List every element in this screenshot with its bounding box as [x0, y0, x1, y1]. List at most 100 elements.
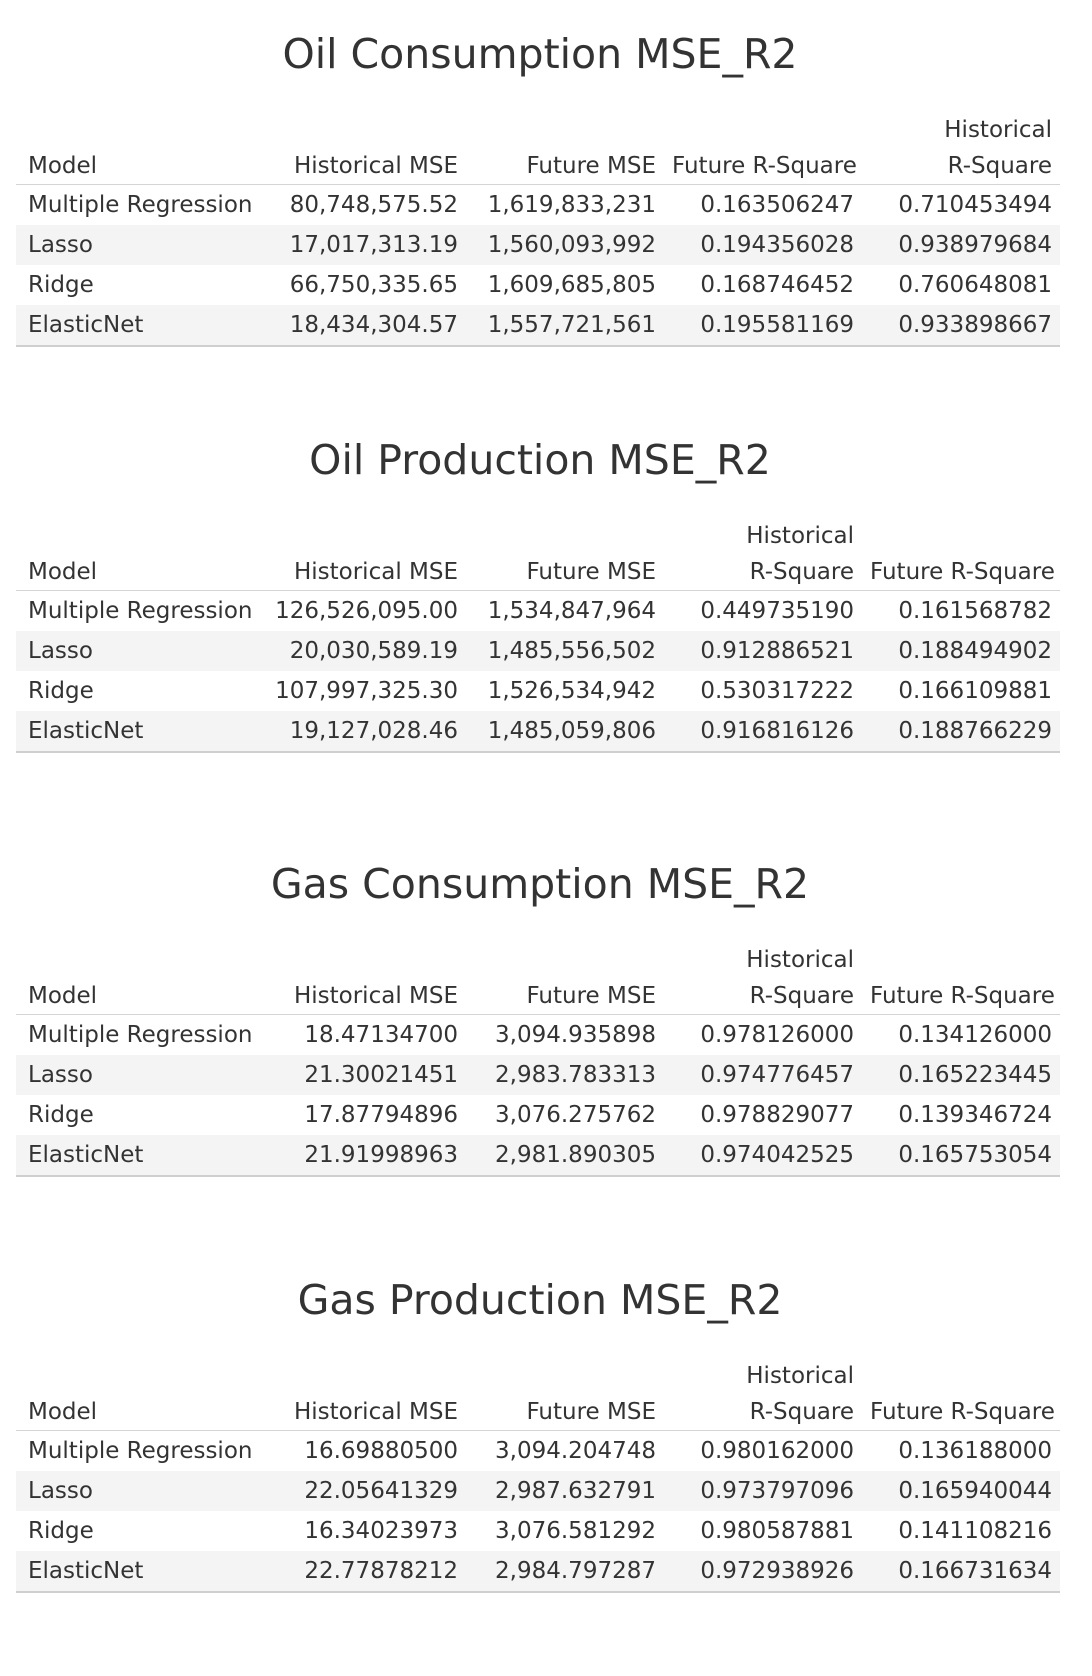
value-cell-future-r-square: 0.188494902 [862, 631, 1060, 671]
table-row: Multiple Regression 18.47134700 3,094.9358… [16, 1015, 1060, 1056]
table-title: Gas Production MSE_R2 [297, 1276, 783, 1324]
column-header-future-mse: Future MSE [466, 518, 664, 591]
value-cell-historical-r-square: 0.933898667 [862, 305, 1060, 347]
value-cell-historical-r-square: 0.938979684 [862, 225, 1060, 265]
column-header-model: Model [16, 112, 256, 185]
value-cell-historical-r-square: 0.449735190 [700, 598, 854, 624]
value-cell-historical-mse: 22.05641329 [256, 1471, 466, 1511]
table-row: Multiple Regression 16.69880500 3,094.2047… [16, 1431, 1060, 1472]
model-name-cell: Lasso [16, 225, 256, 265]
column-header-model: Model [16, 518, 256, 591]
value-cell-historical-r-square: 0.980162000 [700, 1438, 854, 1464]
value-cell-future-mse: 1,609,685,805 [487, 272, 656, 298]
header-row: Model Historical MSE Future MSE Historical R… [16, 1358, 1060, 1431]
table-row: Lasso 21.30021451 2,983.783313 0.974776457 0… [16, 1055, 1060, 1095]
metrics-table: Model Historical MSE Future MSE Historical R… [16, 1358, 1060, 1593]
value-cell-future-mse: 3,094.204748 [495, 1438, 656, 1464]
model-name-cell: Multiple Regression [28, 598, 253, 624]
value-cell-future-mse: 2,987.632791 [466, 1471, 664, 1511]
value-cell-historical-r-square: 0.912886521 [664, 631, 862, 671]
metrics-table: Model Historical MSE Future MSE Historical R… [16, 518, 1060, 753]
model-name-cell: Lasso [16, 1055, 256, 1095]
value-cell-future-r-square: 0.136188000 [898, 1438, 1052, 1464]
table-row: Ridge 16.34023973 3,076.581292 0.980587881 0… [16, 1511, 1060, 1551]
value-cell-historical-mse: 18,434,304.57 [256, 305, 466, 347]
value-cell-historical-mse: 66,750,335.65 [289, 272, 458, 298]
value-cell-historical-mse: 80,748,575.52 [289, 192, 458, 218]
table-row: Lasso 22.05641329 2,987.632791 0.973797096 0… [16, 1471, 1060, 1511]
value-cell-future-r-square: 0.168746452 [700, 272, 854, 298]
value-cell-future-r-square: 0.161568782 [898, 598, 1052, 624]
value-cell-historical-r-square: 0.760648081 [898, 272, 1052, 298]
column-header-future-mse: Future MSE [466, 942, 664, 1015]
value-cell-historical-r-square: 0.973797096 [664, 1471, 862, 1511]
table-row: Ridge 17.87794896 3,076.275762 0.978829077 0… [16, 1095, 1060, 1135]
table-title: Gas Consumption MSE_R2 [270, 860, 810, 908]
column-header-historical-mse: Historical MSE [256, 112, 466, 185]
value-cell-future-mse: 1,534,847,964 [487, 598, 656, 624]
value-cell-future-r-square: 0.166109881 [898, 678, 1052, 704]
value-cell-future-mse: 3,076.581292 [495, 1518, 656, 1544]
table-row: ElasticNet 18,434,304.57 1,557,721,561 0.19… [16, 305, 1060, 347]
model-name-cell: Lasso [16, 631, 256, 671]
column-header-future-r-square: Future R-Square [862, 518, 1060, 591]
model-name-cell: Multiple Regression [28, 1022, 253, 1048]
value-cell-future-mse: 1,485,059,806 [466, 711, 664, 753]
table-row: Lasso 17,017,313.19 1,560,093,992 0.1943560… [16, 225, 1060, 265]
value-cell-future-mse: 2,983.783313 [466, 1055, 664, 1095]
value-cell-historical-mse: 21.30021451 [256, 1055, 466, 1095]
model-name-cell: ElasticNet [16, 305, 256, 347]
value-cell-future-mse: 1,560,093,992 [466, 225, 664, 265]
model-name-cell: Multiple Regression [28, 1438, 253, 1464]
value-cell-future-mse: 1,526,534,942 [487, 678, 656, 704]
value-cell-future-mse: 2,984.797287 [466, 1551, 664, 1593]
table-row: ElasticNet 22.77878212 2,984.797287 0.97293… [16, 1551, 1060, 1593]
table-row: ElasticNet 21.91998963 2,981.890305 0.97404… [16, 1135, 1060, 1177]
column-header-future-mse: Future MSE [466, 112, 664, 185]
model-name-cell: Ridge [28, 272, 94, 298]
value-cell-future-r-square: 0.139346724 [898, 1102, 1052, 1128]
column-header-historical-r-square: Historical R-Square [664, 942, 862, 1015]
table-row: Multiple Regression 126,526,095.00 1,534,8… [16, 591, 1060, 632]
value-cell-historical-r-square: 0.916816126 [664, 711, 862, 753]
column-header-model: Model [16, 1358, 256, 1431]
value-cell-historical-r-square: 0.972938926 [664, 1551, 862, 1593]
column-header-future-r-square: Future R-Square [664, 112, 862, 185]
value-cell-future-mse: 2,981.890305 [466, 1135, 664, 1177]
value-cell-historical-r-square: 0.978126000 [700, 1022, 854, 1048]
model-name-cell: Ridge [28, 1102, 94, 1128]
value-cell-future-r-square: 0.165753054 [862, 1135, 1060, 1177]
model-name-cell: ElasticNet [16, 711, 256, 753]
value-cell-future-mse: 3,094.935898 [495, 1022, 656, 1048]
table-row: Lasso 20,030,589.19 1,485,556,502 0.9128865… [16, 631, 1060, 671]
value-cell-historical-r-square: 0.974042525 [664, 1135, 862, 1177]
value-cell-historical-r-square: 0.978829077 [700, 1102, 854, 1128]
table-row: ElasticNet 19,127,028.46 1,485,059,806 0.91… [16, 711, 1060, 753]
header-row: Model Historical MSE Future MSE Future R-Sq… [16, 112, 1060, 185]
value-cell-future-r-square: 0.195581169 [664, 305, 862, 347]
value-cell-historical-r-square: 0.974776457 [664, 1055, 862, 1095]
value-cell-historical-mse: 17.87794896 [304, 1102, 458, 1128]
value-cell-historical-mse: 20,030,589.19 [256, 631, 466, 671]
value-cell-historical-r-square: 0.530317222 [700, 678, 854, 704]
column-header-historical-r-square: Historical R-Square [664, 1358, 862, 1431]
value-cell-historical-mse: 21.91998963 [256, 1135, 466, 1177]
column-header-historical-r-square: Historical R-Square [664, 518, 862, 591]
model-name-cell: ElasticNet [16, 1135, 256, 1177]
column-header-historical-mse: Historical MSE [256, 518, 466, 591]
column-header-future-r-square: Future R-Square [862, 942, 1060, 1015]
column-header-future-mse: Future MSE [466, 1358, 664, 1431]
model-name-cell: Multiple Regression [28, 192, 253, 218]
header-row: Model Historical MSE Future MSE Historical R… [16, 942, 1060, 1015]
table-title: Oil Consumption MSE_R2 [282, 30, 798, 78]
column-header-historical-r-square: Historical R-Square [862, 112, 1060, 185]
column-header-historical-mse: Historical MSE [256, 942, 466, 1015]
value-cell-future-mse: 1,557,721,561 [466, 305, 664, 347]
value-cell-historical-mse: 18.47134700 [304, 1022, 458, 1048]
model-name-cell: Ridge [28, 678, 94, 704]
column-header-future-r-square: Future R-Square [862, 1358, 1060, 1431]
column-header-model: Model [16, 942, 256, 1015]
value-cell-future-r-square: 0.141108216 [898, 1518, 1052, 1544]
model-name-cell: ElasticNet [16, 1551, 256, 1593]
value-cell-future-r-square: 0.165223445 [862, 1055, 1060, 1095]
